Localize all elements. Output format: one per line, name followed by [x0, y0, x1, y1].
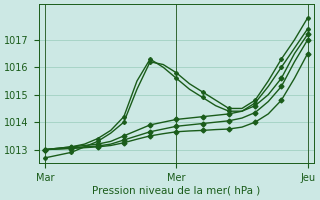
X-axis label: Pression niveau de la mer( hPa ): Pression niveau de la mer( hPa ) — [92, 186, 260, 196]
